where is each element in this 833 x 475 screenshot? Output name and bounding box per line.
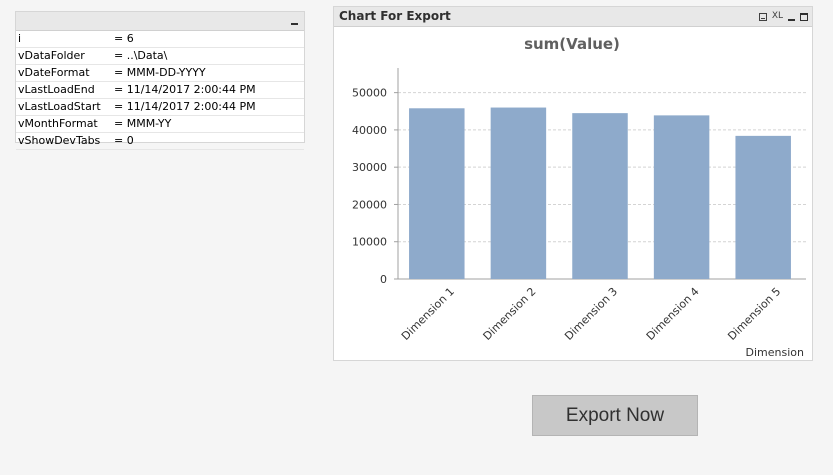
variable-row: vShowDevTabs = 0: [16, 133, 304, 150]
variable-row: vDateFormat = MMM-DD-YYYY: [16, 65, 304, 82]
bar-chart: sum(Value) 0 10000 20000 30000 40000 50000 Dime…: [352, 35, 806, 359]
maximize-icon[interactable]: [800, 12, 808, 21]
variable-name: vShowDevTabs: [18, 134, 101, 147]
bar: [653, 115, 710, 279]
excel-export-icon[interactable]: XL: [771, 11, 783, 21]
y-tick-label: 0: [380, 273, 387, 286]
variable-name: vMonthFormat: [18, 117, 98, 130]
chart-caption-title: Chart For Export: [339, 9, 451, 23]
bar: [572, 113, 628, 280]
chart-object: Chart For Export XL sum(Value) 0 10000 2000…: [333, 6, 813, 361]
x-tick-label: Dimension 5: [725, 285, 783, 343]
variable-value: = 11/14/2017 2:00:44 PM: [114, 100, 256, 113]
x-axis-title: Dimension: [746, 346, 804, 359]
caption-icons: XL: [758, 7, 808, 26]
y-tick-label: 50000: [352, 87, 387, 100]
variable-row: vLastLoadEnd = 11/14/2017 2:00:44 PM: [16, 82, 304, 99]
variables-caption: [16, 12, 304, 31]
variable-name: vLastLoadEnd: [18, 83, 95, 96]
variable-row: vLastLoadStart = 11/14/2017 2:00:44 PM: [16, 99, 304, 116]
y-tick-label: 10000: [352, 236, 387, 249]
variables-table: i = 6 vDataFolder = ..\Data\ vDateFormat = MM…: [15, 11, 305, 150]
bar: [409, 108, 465, 279]
minimize-icon[interactable]: [788, 18, 795, 21]
chart-title: sum(Value): [524, 35, 620, 53]
variable-name: vDataFolder: [18, 49, 85, 62]
x-tick-label: Dimension 1: [399, 285, 457, 343]
variable-value: = MMM-DD-YYYY: [114, 66, 206, 79]
y-tick-label: 30000: [352, 161, 387, 174]
x-tick-label: Dimension 3: [562, 285, 620, 343]
bar: [735, 135, 791, 279]
variable-value: = 6: [114, 32, 134, 45]
variable-value: = 11/14/2017 2:00:44 PM: [114, 83, 256, 96]
variable-name: i: [18, 32, 22, 45]
x-tick-label: Dimension 4: [644, 285, 702, 343]
variable-value: = 0: [114, 134, 134, 147]
variable-value: = ..\Data\: [114, 49, 168, 62]
bar: [490, 107, 547, 279]
variable-row: vMonthFormat = MMM-YY: [16, 116, 304, 133]
variable-name: vLastLoadStart: [18, 100, 101, 113]
x-tick-label: Dimension 2: [481, 285, 539, 343]
variable-value: = MMM-YY: [114, 117, 172, 130]
variable-row: i = 6: [16, 31, 304, 48]
y-tick-label: 20000: [352, 198, 387, 211]
variables-rows: i = 6 vDataFolder = ..\Data\ vDateFormat = MM…: [16, 31, 304, 150]
variable-row: vDataFolder = ..\Data\: [16, 48, 304, 65]
variable-name: vDateFormat: [18, 66, 90, 79]
y-tick-label: 40000: [352, 124, 387, 137]
chart-caption: Chart For Export XL: [334, 7, 812, 27]
print-icon[interactable]: [758, 12, 767, 21]
export-now-button[interactable]: Export Now: [532, 395, 698, 436]
minimize-icon[interactable]: [291, 23, 298, 25]
